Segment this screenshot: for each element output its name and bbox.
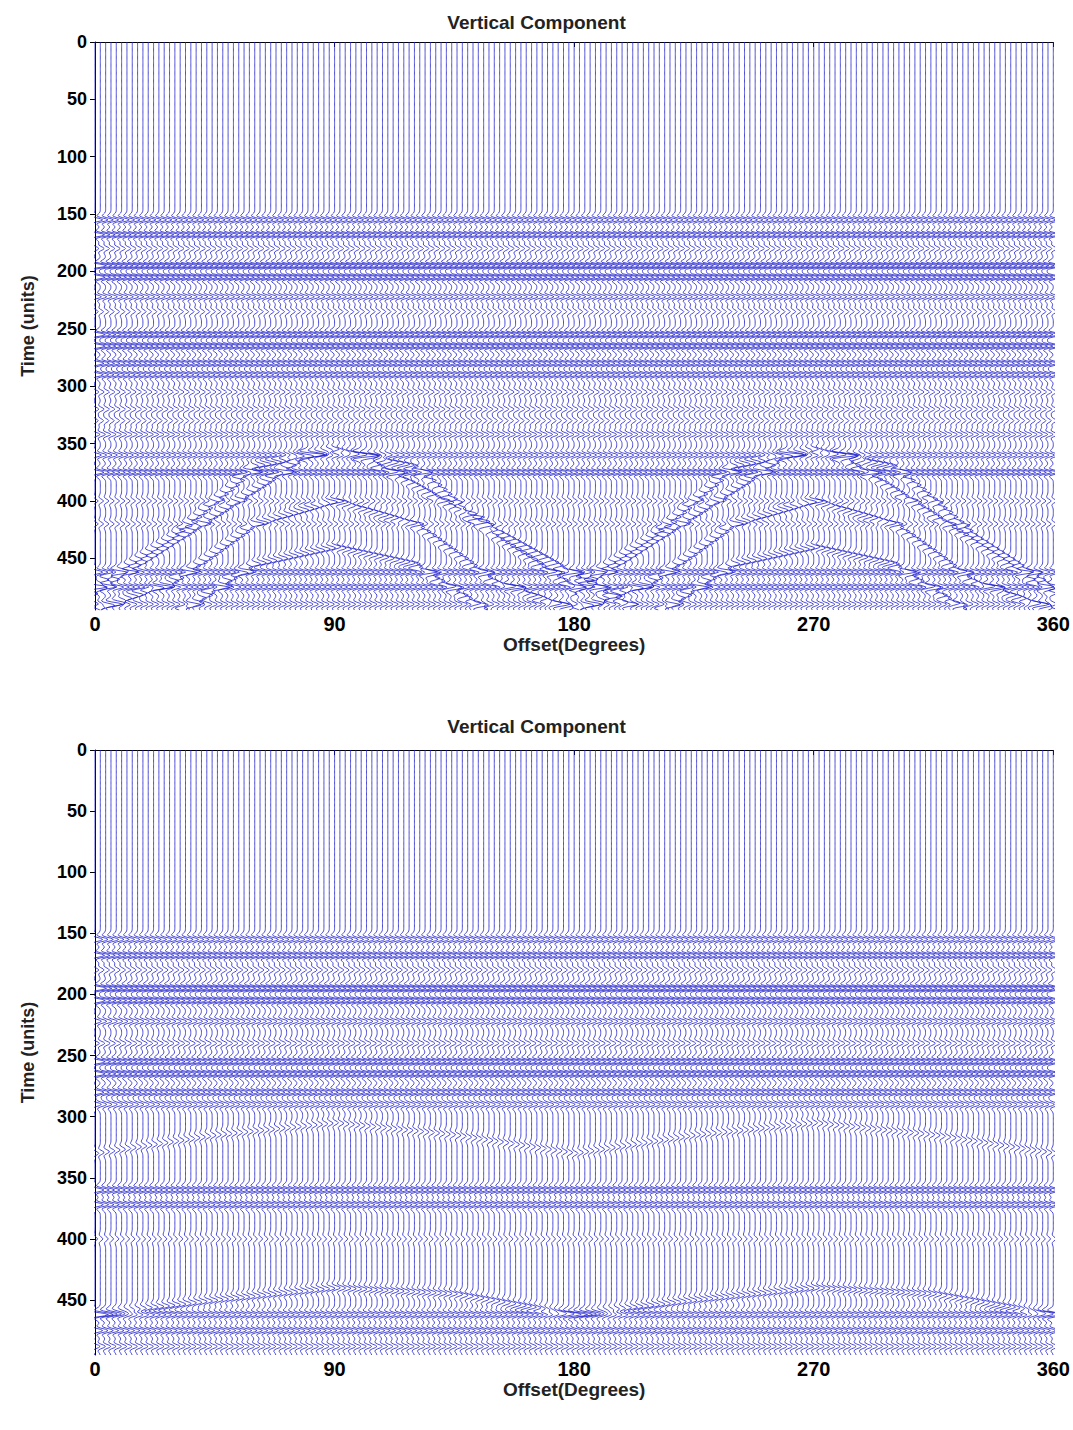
svg-text:250: 250 [57,319,87,339]
svg-text:270: 270 [797,1358,830,1380]
svg-text:400: 400 [57,491,87,511]
svg-text:350: 350 [57,1168,87,1188]
svg-text:0: 0 [77,32,87,52]
svg-text:Vertical Component: Vertical Component [447,716,626,737]
svg-text:Vertical Component: Vertical Component [447,12,626,33]
svg-text:0: 0 [77,740,87,760]
svg-text:Offset(Degrees): Offset(Degrees) [503,1379,646,1400]
svg-text:300: 300 [57,1107,87,1127]
svg-text:Offset(Degrees): Offset(Degrees) [503,634,646,655]
svg-text:250: 250 [57,1046,87,1066]
svg-text:150: 150 [57,923,87,943]
svg-text:360: 360 [1037,613,1070,635]
svg-text:270: 270 [797,613,830,635]
svg-text:150: 150 [57,204,87,224]
svg-text:50: 50 [67,89,87,109]
svg-text:90: 90 [323,1358,345,1380]
svg-text:450: 450 [57,548,87,568]
svg-text:300: 300 [57,376,87,396]
svg-text:50: 50 [67,801,87,821]
svg-text:450: 450 [57,1290,87,1310]
svg-text:180: 180 [557,1358,590,1380]
svg-text:350: 350 [57,434,87,454]
svg-text:400: 400 [57,1229,87,1249]
svg-text:100: 100 [57,862,87,882]
svg-text:200: 200 [57,261,87,281]
svg-text:Time (units): Time (units) [18,275,38,377]
svg-text:180: 180 [557,613,590,635]
svg-text:100: 100 [57,147,87,167]
svg-text:0: 0 [89,613,100,635]
svg-text:90: 90 [323,613,345,635]
svg-text:360: 360 [1037,1358,1070,1380]
svg-text:0: 0 [89,1358,100,1380]
svg-text:200: 200 [57,984,87,1004]
svg-text:Time (units): Time (units) [18,1002,38,1104]
